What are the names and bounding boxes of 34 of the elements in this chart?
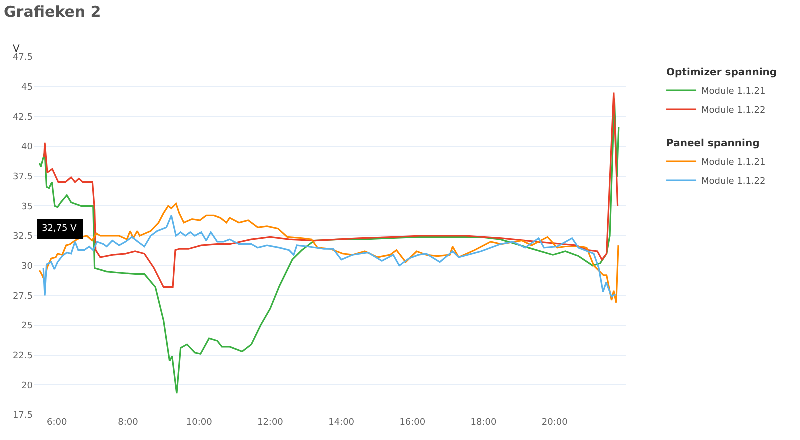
y-tick-label: 35 — [22, 202, 33, 212]
chart-title: Grafieken 2 — [4, 3, 102, 22]
legend-label: Module 1.1.22 — [702, 177, 766, 188]
x-tick-label: 8:00 — [118, 418, 139, 428]
line-series — [44, 92, 619, 288]
legend-label: Module 1.1.21 — [702, 87, 766, 98]
y-tick-label: 40 — [22, 142, 34, 153]
y-tick-label: 37.5 — [12, 172, 33, 182]
y-tick-label: 22.5 — [12, 351, 33, 362]
x-tick-label: 12:00 — [257, 418, 284, 428]
y-tick-label: 17.5 — [12, 411, 33, 422]
x-tick-label: 14:00 — [328, 418, 355, 428]
text: Paneel spanning — [666, 138, 760, 150]
line-series — [38, 202, 620, 304]
y-tick-label: 45 — [22, 82, 33, 93]
x-tick-label: 18:00 — [470, 418, 498, 428]
y-tick-label: 47.5 — [12, 53, 33, 64]
y-axis-title: V — [13, 44, 20, 55]
y-tick-label: 30 — [22, 262, 34, 272]
x-tick-label: 16:00 — [400, 418, 426, 428]
text: Optimizer spanning — [666, 67, 778, 78]
y-tick-label: 27.5 — [12, 292, 33, 302]
legend-label: Module 1.1.21 — [702, 158, 766, 168]
x-tick-label: 10:00 — [186, 418, 213, 428]
x-tick-label: 20:00 — [542, 418, 568, 428]
x-tick-label: 6:00 — [47, 418, 68, 428]
y-tick-label: 42.5 — [12, 112, 33, 123]
y-tick-label: 25 — [22, 322, 33, 332]
line-series — [38, 98, 620, 394]
annotation: 32,75 V — [42, 224, 78, 234]
y-tick-label: 20 — [22, 381, 34, 392]
y-tick-label: 32.5 — [12, 232, 33, 242]
line-series — [42, 214, 616, 298]
legend-label: Module 1.1.22 — [702, 106, 766, 116]
